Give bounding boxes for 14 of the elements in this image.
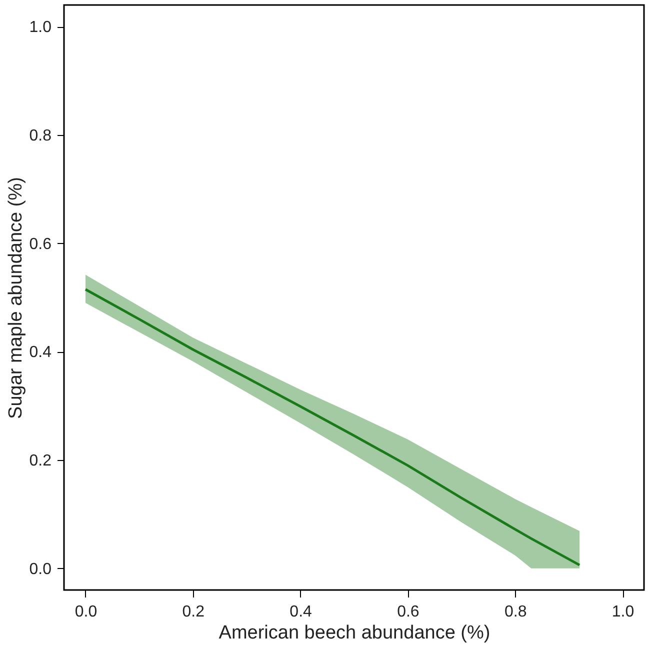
y-axis-title: Sugar maple abundance (%) <box>5 177 26 419</box>
x-tick-label: 1.0 <box>612 604 634 620</box>
y-tick-label: 0.2 <box>29 452 52 470</box>
y-tick-label: 1.0 <box>29 19 52 36</box>
x-tick-label: 0.4 <box>290 604 312 620</box>
x-axis-title: American beech abundance (%) <box>218 622 490 644</box>
x-tick-label: 0.8 <box>504 604 527 620</box>
y-tick-label: 0.4 <box>29 344 52 362</box>
x-tick-label: 0.2 <box>182 604 205 620</box>
y-tick-label: 0.0 <box>29 560 52 578</box>
y-tick-label: 0.8 <box>29 128 52 144</box>
x-tick-label: 0.6 <box>397 604 420 620</box>
x-tick-label: 0.0 <box>74 604 98 620</box>
y-tick-label: 0.6 <box>29 236 52 253</box>
